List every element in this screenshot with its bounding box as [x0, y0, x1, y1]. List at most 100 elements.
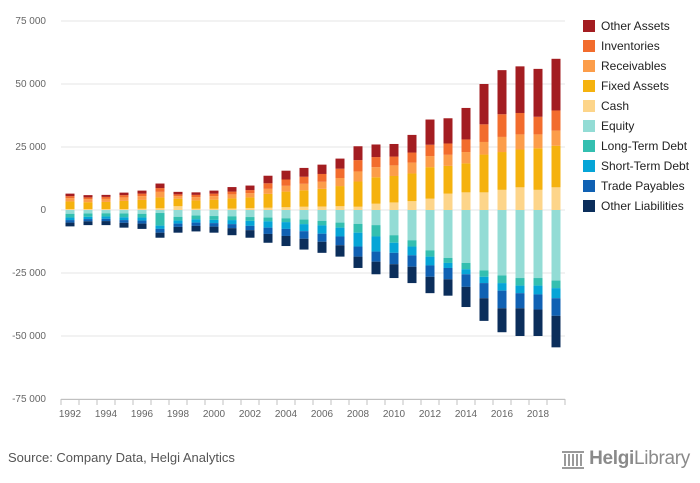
- source-note: Source: Company Data, Helgi Analytics: [8, 450, 235, 465]
- bar-segment: [209, 226, 219, 233]
- bar-segment: [137, 208, 147, 210]
- bar-segment: [551, 280, 561, 289]
- bar-segment: [533, 278, 543, 286]
- helgi-library-logo[interactable]: HelgiLibrary: [561, 444, 690, 474]
- bar-segment: [299, 224, 309, 232]
- bar-segment: [353, 256, 363, 268]
- bar-segment: [155, 197, 165, 209]
- bar-segment: [263, 227, 273, 234]
- bar-segment: [515, 308, 525, 336]
- bar-segment: [425, 156, 435, 168]
- bar-segment: [65, 213, 75, 218]
- bar-segment: [191, 197, 201, 201]
- legend-item[interactable]: Other Liabilities: [583, 199, 684, 213]
- y-tick-label: 25 000: [15, 142, 46, 153]
- bar-segment: [425, 276, 435, 294]
- bar-segment: [317, 220, 327, 226]
- bar-segment: [227, 210, 237, 217]
- bar-segment: [191, 210, 201, 216]
- bar-segment: [155, 232, 165, 238]
- bar-segment: [371, 203, 381, 210]
- bar-segment: [101, 201, 111, 209]
- bar-segment: [101, 218, 111, 222]
- bar-segment: [497, 308, 507, 333]
- legend-item[interactable]: Receivables: [583, 59, 666, 73]
- bar-segment: [119, 220, 129, 223]
- bar-segment: [263, 233, 273, 243]
- bar-segment: [155, 210, 165, 214]
- bar-segment: [497, 290, 507, 309]
- bar-segment: [497, 70, 507, 115]
- bar-segment: [281, 228, 291, 236]
- bar-segment: [65, 201, 75, 209]
- brand-name-bold: Helgi: [589, 448, 635, 469]
- bar-segment: [335, 186, 345, 207]
- bar-segment: [173, 210, 183, 217]
- bar-segment: [155, 191, 165, 198]
- bar-segment: [263, 207, 273, 210]
- y-tick-label: 75 000: [15, 16, 46, 27]
- bar-segment: [407, 266, 417, 284]
- bar-segment: [551, 130, 561, 146]
- legend-item[interactable]: Short-Term Debt: [583, 159, 690, 173]
- bar-segment: [371, 177, 381, 204]
- bar-segment: [263, 210, 273, 218]
- bar-segment: [389, 242, 399, 253]
- legend-item[interactable]: Cash: [583, 99, 629, 113]
- bar-segment: [335, 236, 345, 246]
- bar-segment: [119, 197, 129, 201]
- bar-segment: [461, 139, 471, 153]
- bar-segment: [281, 210, 291, 219]
- bar-segment: [389, 235, 399, 243]
- bar-segment: [299, 238, 309, 250]
- bar-segment: [137, 190, 147, 194]
- bar-segment: [317, 241, 327, 253]
- bar-segment: [353, 232, 363, 247]
- legend-item[interactable]: Inventories: [583, 39, 660, 53]
- x-tick-label: 2016: [491, 409, 514, 420]
- bar-segment: [299, 210, 309, 220]
- bar-segment: [101, 216, 111, 219]
- bar-segment: [533, 116, 543, 135]
- legend-swatch: [583, 40, 595, 52]
- x-tick-label: 2018: [527, 409, 550, 420]
- bar-segment: [533, 285, 543, 295]
- bar-segment: [479, 210, 489, 271]
- legend-swatch: [583, 120, 595, 132]
- bar-segment: [209, 210, 219, 217]
- legend-item[interactable]: Trade Payables: [583, 179, 685, 193]
- bar-segment: [425, 167, 435, 199]
- bar-segment: [425, 119, 435, 145]
- legend-swatch: [583, 20, 595, 32]
- bar-segment: [479, 270, 489, 277]
- bar-segment: [299, 190, 309, 207]
- library-columns-icon: [562, 451, 585, 469]
- legend-label: Equity: [601, 119, 634, 133]
- legend-item[interactable]: Other Assets: [583, 19, 670, 33]
- bar-segment: [389, 264, 399, 279]
- bar-segment: [245, 230, 255, 238]
- bar-segment: [515, 112, 525, 135]
- bar-segment: [65, 220, 75, 223]
- legend-label: Cash: [601, 99, 629, 113]
- legend-label: Trade Payables: [601, 179, 685, 193]
- legend-item[interactable]: Equity: [583, 119, 634, 133]
- bar-segment: [299, 206, 309, 210]
- bar-segment: [299, 231, 309, 239]
- bar-segment: [461, 152, 471, 164]
- bar-segment: [407, 152, 417, 163]
- bar-segment: [83, 210, 93, 214]
- bar-segment: [263, 217, 273, 222]
- bar-segment: [227, 208, 237, 210]
- legend-item[interactable]: Fixed Assets: [583, 79, 669, 93]
- legend-item[interactable]: Long-Term Debt: [583, 139, 688, 153]
- bar-segment: [173, 194, 183, 197]
- bar-segment: [173, 223, 183, 227]
- bar-segment: [119, 222, 129, 228]
- x-tick-label: 2010: [383, 409, 406, 420]
- bar-segment: [533, 148, 543, 190]
- bar-segment: [119, 200, 129, 209]
- bar-segment: [515, 293, 525, 309]
- bar-segment: [407, 162, 417, 174]
- bar-segment: [335, 222, 345, 228]
